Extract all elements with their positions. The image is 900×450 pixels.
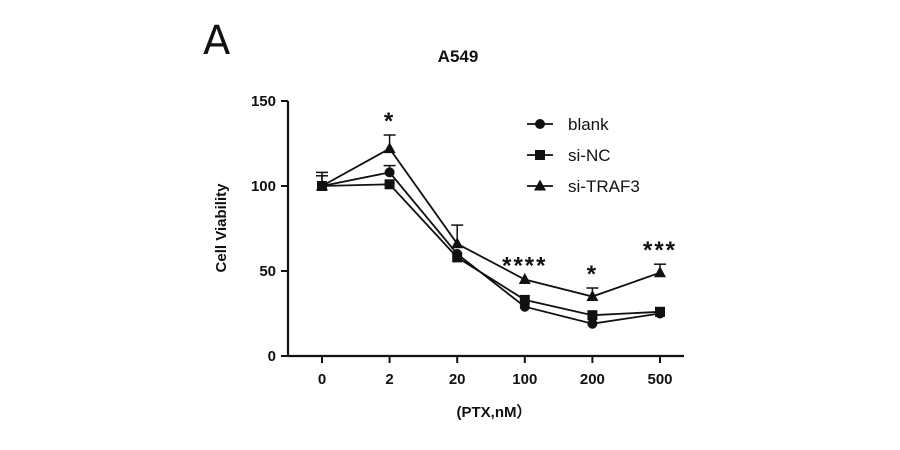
series-line: [321, 171, 661, 325]
data-point: [384, 167, 395, 178]
y-tick-label: 50: [259, 263, 276, 280]
legend-label: si-TRAF3: [568, 177, 640, 196]
data-point: [519, 294, 530, 305]
y-tick-label: 100: [251, 178, 276, 195]
data-point: [518, 273, 531, 284]
data-point: [586, 290, 599, 301]
data-point: [587, 318, 598, 329]
x-axis-label: (PTX,nM）: [457, 403, 532, 421]
data-point: [316, 179, 328, 191]
significance-label: *: [587, 261, 598, 288]
series-si-traf3: [316, 134, 666, 301]
data-point: [654, 266, 666, 278]
axes: 0 50 100 150 0 2 20 100 200 500: [251, 93, 684, 388]
y-tick-label: 0: [268, 348, 276, 365]
y-axis-label: Cell Viability: [213, 183, 230, 273]
significance-label: ****: [502, 253, 547, 280]
x-tick-label: 500: [647, 371, 672, 388]
legend-item-blank: blank: [527, 115, 609, 134]
legend: blank si-NC si-TRAF3: [527, 115, 640, 196]
x-tick-label: 200: [580, 371, 605, 388]
data-point: [384, 179, 395, 190]
legend-label: blank: [568, 115, 609, 134]
data-point: [655, 306, 665, 317]
data-point: [451, 237, 464, 249]
x-tick-label: 0: [318, 371, 326, 388]
plot-area: ***** ****: [316, 108, 677, 329]
data-point: [452, 252, 463, 263]
x-tick-label: 100: [512, 371, 537, 388]
series-line: [321, 183, 661, 317]
legend-marker: [535, 119, 545, 129]
panel-label: A: [203, 18, 231, 64]
legend-marker: [535, 150, 545, 160]
legend-item-si-traf3: si-TRAF3: [527, 177, 640, 196]
data-point: [383, 142, 396, 154]
significance-label: ***: [643, 237, 677, 264]
legend-marker: [534, 179, 546, 191]
legend-item-si-nc: si-NC: [527, 146, 611, 165]
x-tick-label: 20: [449, 371, 466, 388]
x-tick-label: 2: [385, 371, 393, 388]
y-tick-label: 150: [251, 93, 276, 110]
chart-title: A549: [438, 47, 479, 66]
series-line: [321, 147, 661, 298]
data-point: [587, 310, 598, 321]
significance-label: *: [384, 108, 395, 135]
legend-label: si-NC: [568, 146, 611, 165]
